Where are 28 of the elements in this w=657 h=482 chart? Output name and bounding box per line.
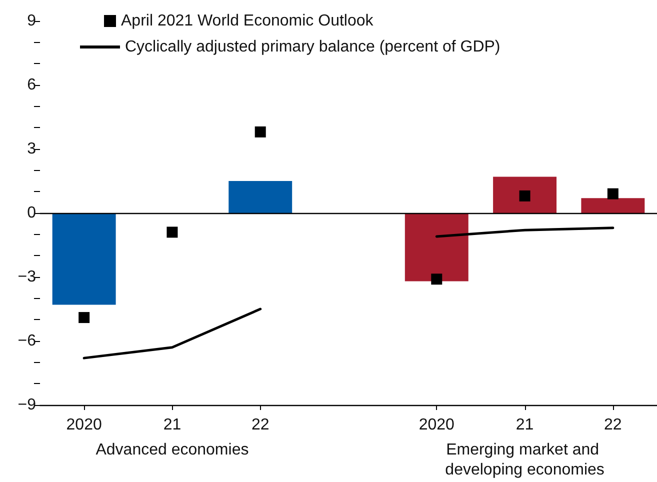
- y-tick-label: 6: [27, 76, 36, 94]
- text: Emerging market and developing economies: [445, 442, 604, 478]
- bar: [493, 176, 557, 213]
- point: [254, 126, 266, 138]
- legend-label: April 2021 World Economic Outlook: [121, 12, 374, 30]
- x-tick-label: 22: [251, 416, 270, 434]
- legend-label: Cyclically adjusted primary balance (percent of GDP): [125, 38, 500, 56]
- y-tick-label: −3: [18, 268, 36, 286]
- bar: [228, 181, 292, 213]
- point: [166, 226, 178, 238]
- y-tick-label: 3: [27, 140, 36, 158]
- x-tick-label: 21: [516, 416, 534, 434]
- point: [519, 190, 530, 202]
- bar: [404, 213, 468, 282]
- x-tick-label: 2020: [66, 416, 102, 434]
- point: [607, 188, 618, 200]
- y-tick-label: −9: [18, 396, 36, 414]
- x-tick-label: 21: [163, 416, 182, 434]
- x-tick-label: 22: [604, 416, 622, 434]
- bar: [52, 213, 116, 305]
- text: Advanced economies: [96, 442, 249, 458]
- y-tick-label: −6: [18, 332, 36, 350]
- y-tick-label: 9: [27, 12, 36, 30]
- x-tick-label: 2020: [418, 416, 455, 434]
- y-tick-label: 0: [27, 204, 36, 222]
- point: [431, 274, 442, 285]
- bar: [581, 198, 645, 213]
- point: [78, 312, 90, 324]
